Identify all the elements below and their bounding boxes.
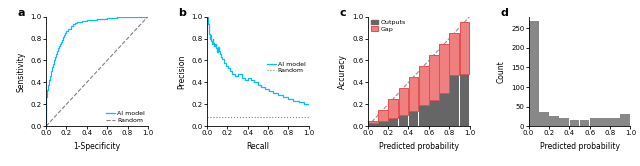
AI model — [204, 19, 212, 21]
Bar — [388, 99, 398, 119]
AI model — [300, 103, 307, 105]
Bar — [439, 44, 449, 93]
Legend: Outputs, Gap: Outputs, Gap — [371, 20, 406, 32]
AI model — [113, 16, 121, 18]
X-axis label: Predicted probability: Predicted probability — [379, 142, 459, 151]
Bar — [409, 77, 419, 111]
Text: c: c — [339, 8, 346, 18]
X-axis label: 1-Specificity: 1-Specificity — [74, 142, 120, 151]
Legend: AI model, Random: AI model, Random — [106, 111, 145, 123]
Line: AI model: AI model — [207, 17, 308, 104]
Bar — [600, 118, 610, 126]
AI model — [205, 23, 212, 25]
AI model — [42, 125, 50, 127]
Bar — [549, 116, 559, 126]
AI model — [203, 16, 211, 18]
Y-axis label: Sensitivity: Sensitivity — [16, 51, 25, 91]
AI model — [47, 75, 55, 77]
AI model — [46, 79, 54, 81]
Bar — [429, 55, 439, 100]
Bar — [449, 33, 459, 75]
Y-axis label: Count: Count — [497, 60, 506, 83]
AI model — [134, 16, 141, 18]
AI model — [206, 33, 214, 35]
Line: AI model: AI model — [46, 17, 148, 126]
AI model — [257, 83, 265, 85]
Bar — [460, 22, 469, 74]
AI model — [73, 22, 81, 24]
Bar — [419, 66, 429, 105]
Bar — [378, 110, 388, 121]
Bar — [429, 100, 439, 126]
Bar — [449, 75, 459, 126]
Legend: AI model, Random: AI model, Random — [267, 61, 305, 73]
X-axis label: Recall: Recall — [246, 142, 269, 151]
Text: b: b — [179, 8, 186, 18]
Bar — [529, 21, 538, 126]
Bar — [460, 74, 469, 126]
AI model — [56, 45, 63, 47]
AI model — [58, 43, 65, 45]
Bar — [419, 105, 429, 126]
Y-axis label: Precision: Precision — [177, 54, 186, 89]
AI model — [144, 16, 152, 18]
Bar — [539, 113, 548, 126]
Bar — [368, 123, 378, 126]
Bar — [611, 118, 620, 126]
Y-axis label: Accuracy: Accuracy — [338, 54, 347, 89]
Bar — [409, 111, 419, 126]
AI model — [269, 92, 277, 94]
Bar — [388, 119, 398, 126]
AI model — [305, 103, 312, 105]
Bar — [590, 118, 600, 126]
Bar — [368, 121, 378, 123]
AI model — [223, 62, 230, 64]
Bar — [399, 88, 408, 115]
Bar — [620, 114, 630, 126]
X-axis label: Predicted probability: Predicted probability — [540, 142, 620, 151]
Bar — [570, 120, 579, 126]
Text: d: d — [500, 8, 508, 18]
Bar — [378, 121, 388, 126]
Text: a: a — [17, 8, 25, 18]
Bar — [580, 120, 589, 126]
Bar — [439, 93, 449, 126]
Bar — [399, 115, 408, 126]
Bar — [559, 118, 569, 126]
